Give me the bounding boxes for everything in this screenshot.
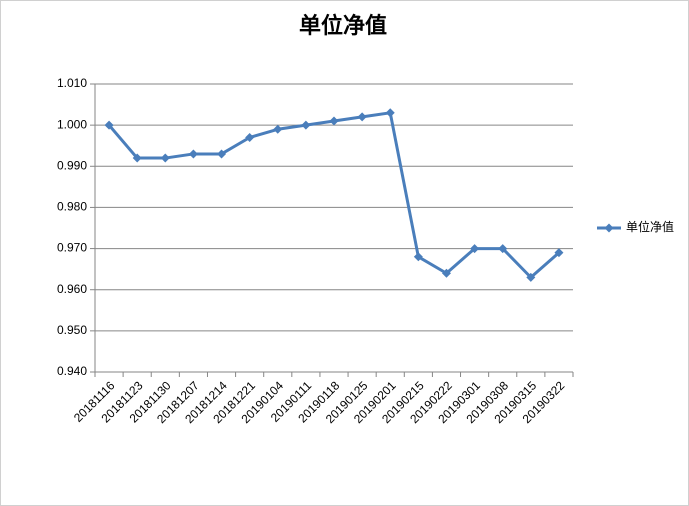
point-marker xyxy=(441,268,451,278)
point-marker xyxy=(554,248,564,258)
point-marker xyxy=(188,149,198,159)
legend-label: 单位净值 xyxy=(626,219,674,234)
point-marker xyxy=(385,108,395,118)
point-marker xyxy=(245,132,255,142)
point-marker xyxy=(357,112,367,122)
point-marker xyxy=(273,124,283,134)
point-marker xyxy=(413,252,423,262)
point-marker xyxy=(160,153,170,163)
point-marker xyxy=(329,116,339,126)
point-marker xyxy=(470,244,480,254)
y-tick-label: 0.950 xyxy=(57,323,87,337)
point-marker xyxy=(498,244,508,254)
y-tick-label: 1.000 xyxy=(57,117,87,131)
point-marker xyxy=(217,149,227,159)
y-tick-label: 0.980 xyxy=(57,200,87,214)
y-tick-label: 1.010 xyxy=(57,76,87,90)
point-marker xyxy=(104,120,114,130)
point-marker xyxy=(526,272,536,282)
chart-title: 单位净值 xyxy=(299,13,387,38)
y-tick-label: 0.960 xyxy=(57,282,87,296)
y-tick-label: 0.940 xyxy=(57,364,87,378)
point-marker xyxy=(132,153,142,163)
y-tick-label: 0.990 xyxy=(57,158,87,172)
point-marker xyxy=(301,120,311,130)
legend-marker xyxy=(604,223,614,233)
y-tick-label: 0.970 xyxy=(57,241,87,255)
